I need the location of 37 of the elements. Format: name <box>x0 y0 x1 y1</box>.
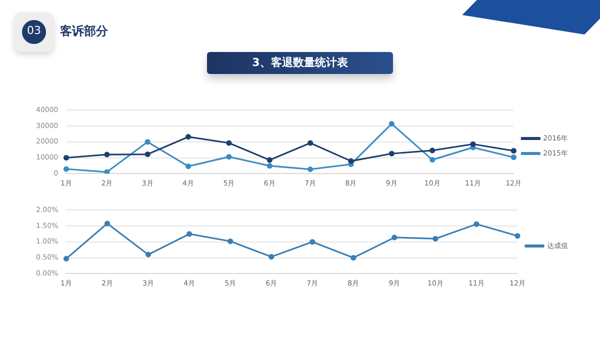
point <box>104 169 110 174</box>
point <box>308 166 314 172</box>
point <box>310 239 316 245</box>
chart-title: 3、客退数量统计表 <box>207 52 393 74</box>
point <box>63 154 70 161</box>
point <box>392 234 398 240</box>
point <box>388 150 394 156</box>
point <box>104 152 110 158</box>
point <box>185 164 192 170</box>
point <box>432 236 438 242</box>
point <box>430 157 436 163</box>
point <box>268 254 274 260</box>
point <box>510 154 516 160</box>
point <box>430 148 436 154</box>
point <box>186 231 192 237</box>
point <box>63 166 70 172</box>
point <box>226 154 232 160</box>
point <box>185 134 192 140</box>
point <box>145 252 152 258</box>
point <box>510 148 516 154</box>
point <box>226 140 232 146</box>
text: 客诉部分 <box>60 23 108 40</box>
point <box>388 121 394 127</box>
point <box>514 233 520 239</box>
point <box>144 151 150 158</box>
point <box>348 158 354 164</box>
point <box>474 221 480 227</box>
point <box>63 256 70 262</box>
point <box>350 254 356 261</box>
point <box>470 141 476 147</box>
point <box>266 163 272 169</box>
text: 03 <box>26 24 42 37</box>
point <box>266 157 272 163</box>
point <box>104 220 110 226</box>
point <box>144 139 150 145</box>
point <box>228 238 234 244</box>
point <box>308 140 314 146</box>
